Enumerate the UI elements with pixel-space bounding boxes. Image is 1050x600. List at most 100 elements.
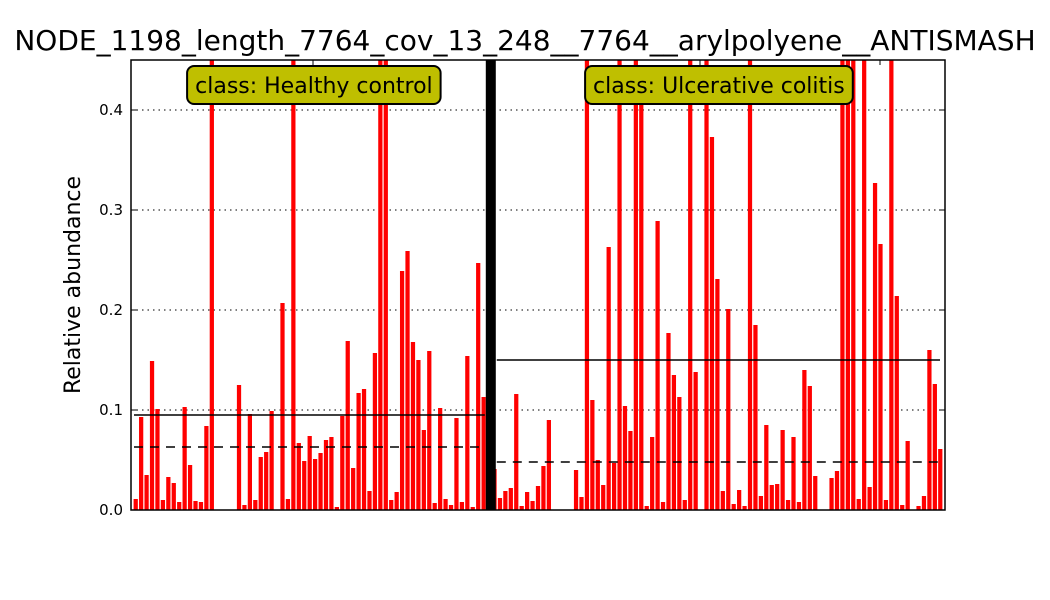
bar-healthy-control [454, 418, 459, 510]
bar-ulcerative-colitis [595, 460, 600, 510]
bar-healthy-control [410, 342, 416, 510]
y-tick-label: 0.2 [99, 301, 123, 319]
y-axis-label: Relative abundance [61, 176, 86, 394]
bar-healthy-control [312, 459, 318, 510]
bar-healthy-control [302, 461, 307, 510]
bar-healthy-control [459, 502, 465, 510]
bar-healthy-control [394, 492, 399, 510]
bar-healthy-control [296, 443, 301, 510]
bar-ulcerative-colitis [622, 406, 628, 510]
bar-ulcerative-colitis [916, 506, 921, 510]
bar-ulcerative-colitis [731, 504, 736, 510]
bar-healthy-control [198, 502, 204, 510]
bar-ulcerative-colitis [927, 350, 932, 510]
bar-ulcerative-colitis [900, 505, 905, 510]
bar-ulcerative-colitis [541, 466, 546, 510]
bar-healthy-control [182, 407, 187, 510]
bar-healthy-control [307, 436, 312, 510]
bar-ulcerative-colitis [633, 60, 638, 510]
bar-healthy-control [438, 408, 443, 510]
bar-ulcerative-colitis [813, 476, 818, 510]
bar-healthy-control [416, 360, 421, 510]
bar-ulcerative-colitis [785, 500, 791, 510]
bar-healthy-control [160, 500, 166, 510]
bar-ulcerative-colitis [747, 60, 753, 510]
bar-ulcerative-colitis [688, 60, 693, 510]
bar-ulcerative-colitis [709, 137, 715, 510]
bar-healthy-control [345, 341, 350, 510]
bar-healthy-control [258, 457, 263, 510]
bar-healthy-control [166, 477, 171, 510]
bar-healthy-control [356, 393, 361, 510]
bar-healthy-control [351, 468, 356, 510]
bar-ulcerative-colitis [834, 471, 840, 510]
bar-ulcerative-colitis [628, 431, 633, 510]
y-tick-label: 0.4 [99, 101, 123, 119]
class-label-text: class: Healthy control [195, 74, 433, 99]
bar-healthy-control [432, 503, 437, 510]
bar-ulcerative-colitis [764, 425, 769, 510]
bar-ulcerative-colitis [856, 499, 861, 510]
bar-healthy-control [144, 475, 149, 510]
bar-healthy-control [405, 251, 410, 510]
bar-ulcerative-colitis [829, 478, 834, 510]
bar-ulcerative-colitis [514, 394, 519, 510]
bar-ulcerative-colitis [497, 498, 503, 510]
bar-healthy-control [340, 416, 345, 510]
y-tick-label: 0.0 [99, 501, 123, 519]
bar-ulcerative-colitis [737, 490, 742, 510]
bar-healthy-control [177, 502, 182, 510]
bar-ulcerative-colitis [889, 60, 894, 510]
bar-ulcerative-colitis [775, 484, 780, 510]
bar-ulcerative-colitis [601, 485, 606, 510]
bar-ulcerative-colitis [796, 502, 802, 510]
bar-ulcerative-colitis [704, 60, 709, 510]
bar-ulcerative-colitis [611, 463, 617, 510]
bar-ulcerative-colitis [878, 244, 883, 510]
y-tick-label: 0.1 [99, 401, 123, 419]
bar-ulcerative-colitis [639, 65, 644, 510]
bar-ulcerative-colitis [932, 384, 937, 510]
bar-ulcerative-colitis [851, 60, 856, 510]
bar-healthy-control [171, 483, 176, 510]
bar-ulcerative-colitis [671, 375, 677, 510]
bar-ulcerative-colitis [742, 506, 747, 510]
bar-ulcerative-colitis [519, 506, 524, 510]
bar-ulcerative-colitis [720, 491, 725, 510]
bar-ulcerative-colitis [525, 492, 530, 510]
bar-healthy-control [247, 414, 252, 510]
bar-ulcerative-colitis [682, 500, 687, 510]
bar-healthy-control [204, 426, 209, 510]
bar-ulcerative-colitis [650, 437, 655, 510]
bar-healthy-control [280, 303, 285, 510]
y-tick-label: 0.3 [99, 201, 123, 219]
chart-title: NODE_1198_length_7764_cov_13_248__7764__… [14, 24, 1035, 57]
bar-healthy-control [421, 430, 426, 510]
bar-ulcerative-colitis [726, 309, 731, 510]
bar-ulcerative-colitis [617, 60, 622, 510]
bar-healthy-control [443, 499, 448, 510]
plot-frame [130, 59, 946, 511]
bar-ulcerative-colitis [693, 372, 698, 510]
bar-ulcerative-colitis [905, 441, 910, 510]
bar-healthy-control [361, 389, 367, 510]
bar-ulcerative-colitis [573, 470, 579, 510]
bar-ulcerative-colitis [530, 501, 535, 510]
bar-ulcerative-colitis [503, 491, 508, 510]
bar-ulcerative-colitis [938, 449, 943, 510]
bar-ulcerative-colitis [845, 60, 850, 510]
bar-healthy-control [236, 385, 242, 510]
bar-healthy-control [334, 507, 339, 510]
bar-ulcerative-colitis [894, 296, 899, 510]
bar-healthy-control [383, 60, 388, 510]
bar-healthy-control [264, 452, 269, 510]
bar-ulcerative-colitis [769, 485, 774, 510]
bar-ulcerative-colitis [677, 397, 682, 510]
bar-healthy-control [187, 465, 193, 510]
bar-healthy-control [285, 499, 291, 510]
bar-healthy-control [481, 397, 486, 510]
bar-ulcerative-colitis [590, 400, 595, 510]
bar-ulcerative-colitis [840, 60, 845, 510]
bar-healthy-control [323, 440, 329, 510]
bar-ulcerative-colitis [508, 488, 513, 510]
